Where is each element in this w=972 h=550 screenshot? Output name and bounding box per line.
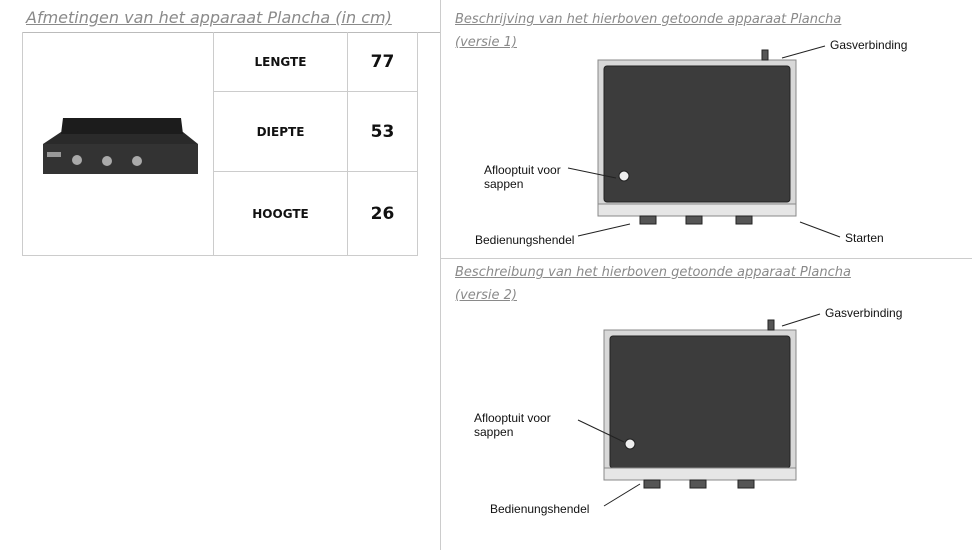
callout: Gasverbinding [830,38,908,52]
callout: Aflooptuit voor [474,411,551,425]
callout: sappen [484,177,524,191]
callout: Aflooptuit voor [484,163,561,177]
callout: Bedienungshendel [475,233,575,247]
callout: Starten [845,231,884,245]
callout: sappen [474,425,514,439]
dimension-value: 77 [348,32,418,92]
section-title: Beschrijving van het hierboven getoonde … [455,12,842,27]
callout: Bedienungshendel [490,502,590,516]
dimension-value: 26 [348,172,418,256]
section-title: (versie 2) [455,288,517,303]
device-1 [567,45,841,238]
section-title: (versie 1) [455,35,517,50]
dimension-value: 53 [348,92,418,172]
callout: Gasverbinding [825,306,903,320]
image-cell [22,32,214,256]
section-title: Beschreibung van het hierboven getoonde … [455,265,851,280]
divider [440,0,441,550]
left-title: Afmetingen van het apparaat Plancha (in … [26,8,392,27]
dimension-label: HOOGTE [214,172,348,256]
dimension-label: LENGTE [214,32,348,92]
plancha-photo [42,117,198,174]
rule [22,32,440,33]
divider [22,32,23,256]
device-2 [577,313,821,507]
dimension-label: DIEPTE [214,92,348,172]
rule [440,258,972,259]
